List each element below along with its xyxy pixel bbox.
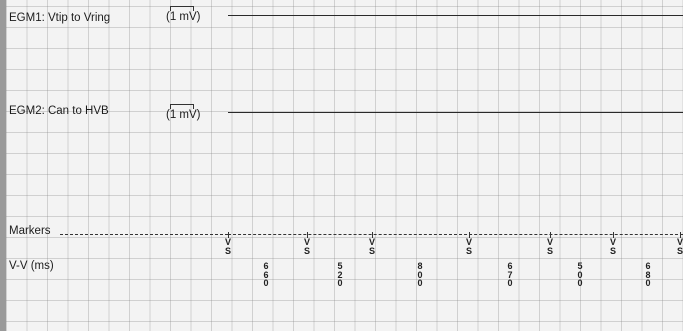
marker-channel-line [228, 234, 683, 235]
marker-bottom-code: S [676, 246, 683, 256]
vv-label: V-V (ms) [9, 260, 54, 272]
marker-top-code: V [465, 237, 472, 247]
marker-top-code: V [368, 237, 375, 247]
marker-tick [679, 232, 681, 238]
marker-tick [371, 232, 373, 238]
egm1-calibration-label: (1 mV) [166, 11, 201, 23]
egm2-trace [228, 112, 683, 113]
egm1-trace [228, 15, 683, 16]
egm2-calibration-label: (1 mV) [166, 109, 201, 121]
marker-tick [468, 232, 470, 238]
marker-bottom-code: S [609, 246, 616, 256]
egm1-label: EGM1: Vtip to Vring [9, 12, 111, 24]
marker-bottom-code: S [303, 246, 310, 256]
markers-label: Markers [9, 225, 51, 237]
marker-bottom-code: S [546, 246, 553, 256]
marker-top-code: V [609, 237, 616, 247]
marker-top-code: V [224, 237, 231, 247]
marker-tick [227, 232, 229, 238]
marker-top-code: V [303, 237, 310, 247]
egm1-calibration-pulse [170, 6, 194, 11]
marker-top-code: V [676, 237, 683, 247]
marker-tick [612, 232, 614, 238]
egm2-label: EGM2: Can to HVB [9, 105, 109, 117]
markers-label-underline [60, 234, 228, 235]
marker-bottom-code: S [224, 246, 231, 256]
marker-top-code: V [546, 237, 553, 247]
marker-bottom-code: S [368, 246, 375, 256]
marker-tick [306, 232, 308, 238]
marker-tick [549, 232, 551, 238]
egm2-calibration-pulse [170, 104, 194, 109]
marker-bottom-code: S [465, 246, 472, 256]
